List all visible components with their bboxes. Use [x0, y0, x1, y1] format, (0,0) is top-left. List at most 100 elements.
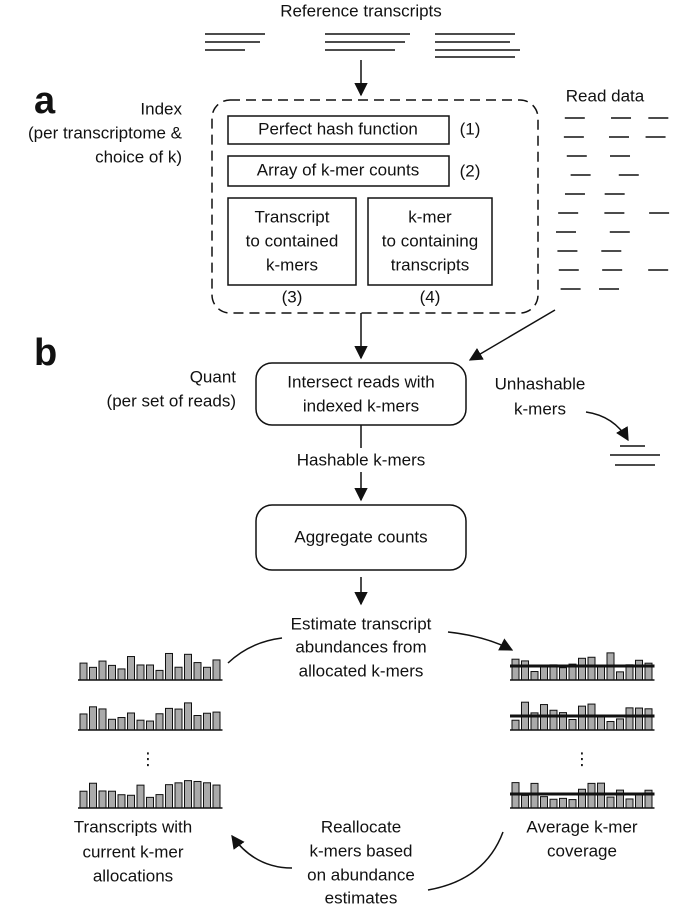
decoration	[155, 713, 164, 731]
decoration	[530, 671, 539, 681]
transcripts-label: Transcripts with	[74, 817, 192, 836]
box-label: k-mers	[266, 255, 318, 274]
box-label: to contained	[246, 231, 339, 250]
decoration	[98, 708, 107, 731]
decoration	[184, 780, 192, 809]
reallocate-label: Reallocate	[321, 817, 401, 836]
ellipsis: ⋮	[140, 749, 157, 768]
decoration	[625, 798, 634, 809]
panel-letter: b	[34, 332, 57, 374]
read-data-label: Read data	[566, 86, 645, 105]
quant-label: (per set of reads)	[107, 391, 236, 410]
decoration	[559, 667, 567, 681]
decoration	[127, 656, 135, 681]
decoration	[578, 705, 586, 731]
ellipsis: ⋮	[574, 749, 591, 768]
decoration	[568, 799, 577, 809]
decoration	[165, 652, 173, 681]
decoration	[136, 784, 145, 809]
estimate-label: abundances from	[295, 637, 426, 656]
decoration	[540, 665, 548, 681]
decoration	[212, 711, 221, 731]
decoration	[635, 707, 643, 731]
box-label: indexed k-mers	[303, 396, 419, 415]
coverage-label: Average k-mer	[526, 817, 638, 836]
coverage-label: coverage	[547, 841, 617, 860]
decoration	[549, 798, 558, 809]
decoration	[521, 794, 529, 809]
decoration	[597, 666, 605, 681]
decoration	[549, 709, 558, 731]
box-label: transcripts	[391, 255, 469, 274]
decoration	[212, 659, 221, 681]
decoration	[89, 706, 97, 731]
transcripts-label: current k-mer	[82, 842, 183, 861]
box-number: (1)	[460, 119, 481, 138]
decoration	[511, 719, 520, 731]
decoration	[136, 719, 145, 731]
decoration	[146, 796, 154, 809]
decoration	[117, 717, 126, 731]
decoration	[559, 797, 567, 809]
decoration	[635, 793, 643, 809]
decoration	[184, 653, 192, 681]
unhashable-label: Unhashable	[495, 374, 586, 393]
box-label: Intersect reads with	[287, 372, 434, 391]
index-label: Index	[140, 99, 182, 118]
decoration	[108, 718, 116, 731]
decoration	[587, 656, 596, 681]
reallocate-label: estimates	[325, 888, 398, 907]
hashable-label: Hashable k-mers	[297, 450, 426, 469]
decoration	[174, 666, 183, 681]
decoration	[165, 784, 173, 809]
decoration	[117, 668, 126, 681]
decoration	[146, 720, 154, 731]
decoration	[79, 713, 88, 731]
reallocate-label: k-mers based	[310, 841, 413, 860]
transcripts-label: allocations	[93, 866, 173, 885]
decoration	[193, 780, 202, 809]
decoration	[174, 708, 183, 731]
decoration	[79, 662, 88, 681]
decoration	[587, 782, 596, 809]
decoration	[606, 721, 615, 731]
decoration	[193, 662, 202, 681]
estimate-label: Estimate transcript	[291, 614, 432, 633]
decoration	[146, 664, 154, 681]
reallocate-label: on abundance	[307, 865, 415, 884]
decoration	[184, 702, 192, 731]
index-label: (per transcriptome &	[28, 123, 183, 142]
decoration	[203, 712, 211, 731]
decoration	[155, 669, 164, 681]
decoration	[644, 708, 653, 731]
decoration	[578, 788, 586, 809]
box-label: Array of k-mer counts	[257, 160, 420, 179]
decoration	[193, 715, 202, 731]
decoration	[165, 707, 173, 731]
reference-label: Reference transcripts	[280, 1, 442, 20]
decoration	[98, 660, 107, 681]
estimate-label: allocated k-mers	[299, 661, 424, 680]
decoration	[136, 664, 145, 681]
decoration	[597, 716, 605, 731]
decoration	[212, 784, 221, 809]
box-label: Transcript	[255, 207, 330, 226]
decoration	[117, 794, 126, 809]
decoration	[155, 794, 164, 809]
quant-label: Quant	[190, 367, 237, 386]
box-number: (3)	[282, 287, 303, 306]
decoration	[511, 658, 520, 681]
decoration	[606, 796, 615, 809]
box-number: (4)	[420, 287, 441, 306]
decoration	[108, 664, 116, 681]
decoration	[98, 790, 107, 809]
box-label: to containing	[382, 231, 478, 250]
box-label: Aggregate counts	[294, 527, 427, 546]
box-number: (2)	[460, 161, 481, 180]
decoration	[203, 782, 211, 809]
box-label: Perfect hash function	[258, 119, 418, 138]
decoration	[127, 712, 135, 731]
decoration	[625, 707, 634, 731]
decoration	[597, 782, 605, 809]
panel-letter: a	[34, 80, 56, 122]
